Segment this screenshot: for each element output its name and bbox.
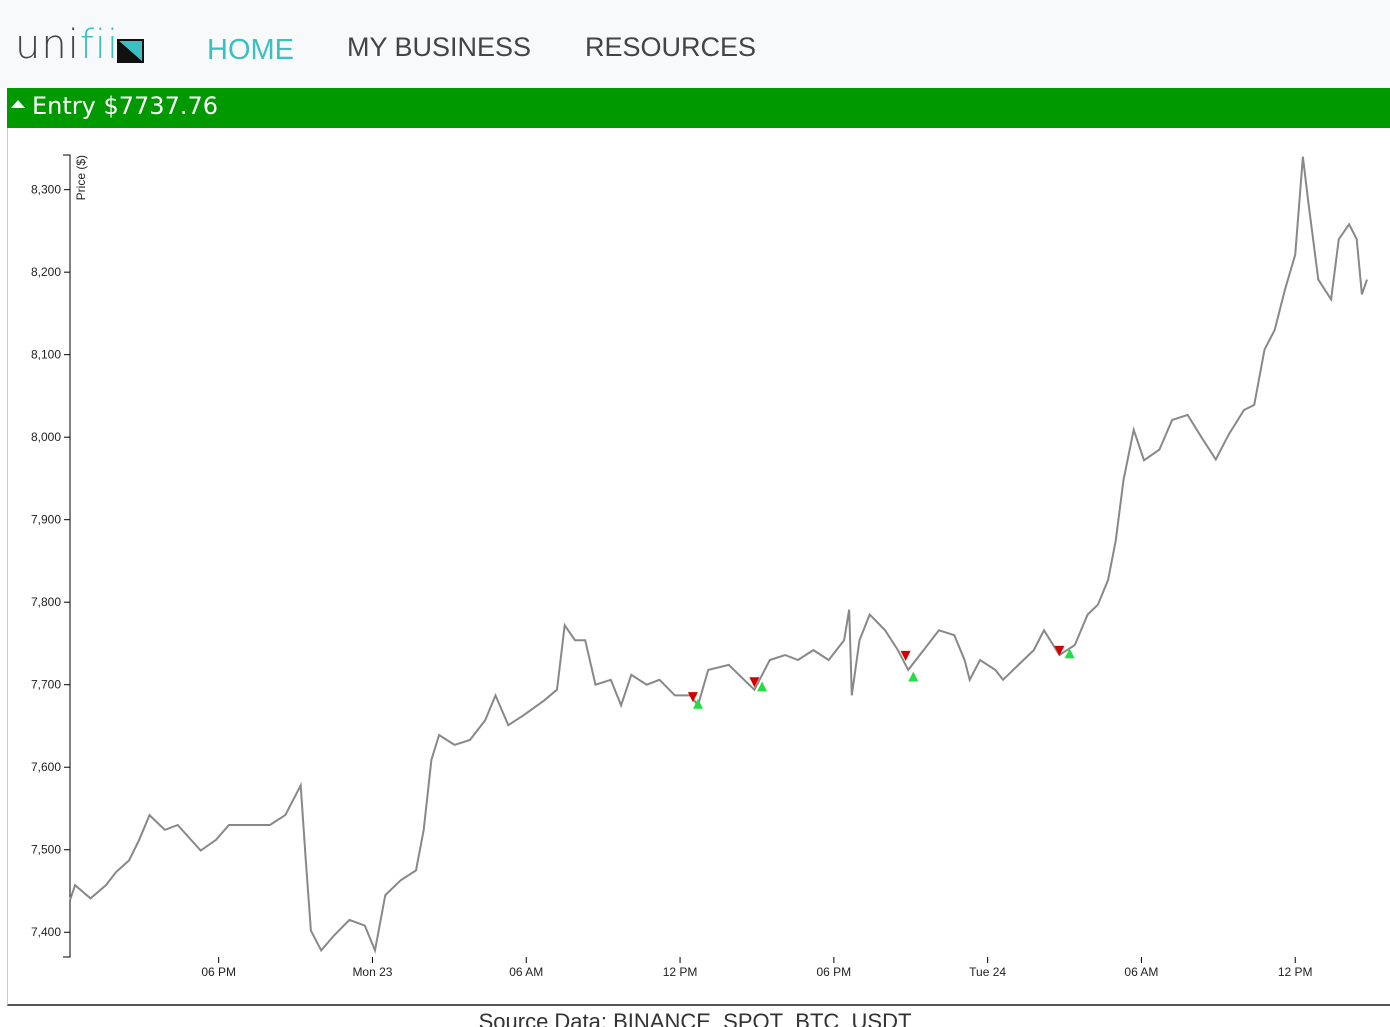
logo-right: fii bbox=[79, 22, 120, 68]
y-tick-label: 8,100 bbox=[31, 348, 61, 362]
navbar: unifii HOME MY BUSINESS RESOURCES bbox=[0, 0, 1390, 88]
y-tick-label: 8,200 bbox=[31, 265, 61, 279]
logo-icon bbox=[117, 39, 144, 63]
x-tick-label: 06 AM bbox=[509, 965, 543, 979]
nav-resources[interactable]: RESOURCES bbox=[585, 32, 757, 62]
y-tick-label: 7,400 bbox=[31, 925, 61, 939]
x-tick-label: 06 AM bbox=[1124, 965, 1158, 979]
y-tick-label: 8,300 bbox=[31, 183, 61, 197]
y-tick-label: 7,500 bbox=[31, 843, 61, 857]
x-tick-label: Tue 24 bbox=[969, 965, 1006, 979]
entry-banner[interactable]: Entry $7737.76 bbox=[7, 88, 1390, 128]
nav-business[interactable]: MY BUSINESS bbox=[347, 32, 532, 62]
y-tick-label: 7,800 bbox=[31, 595, 61, 609]
y-tick-label: 8,000 bbox=[31, 430, 61, 444]
source-text: Source Data: BINANCE_SPOT_BTC_USDT bbox=[478, 1009, 912, 1027]
y-axis bbox=[63, 154, 71, 958]
y-tick-label: 7,900 bbox=[31, 513, 61, 527]
logo-left: uni bbox=[15, 22, 80, 68]
buy-marker bbox=[757, 681, 768, 692]
x-tick-label: 12 PM bbox=[1278, 965, 1313, 979]
x-tick-label: Mon 23 bbox=[352, 965, 392, 979]
nav-home[interactable]: HOME bbox=[207, 34, 294, 66]
entry-text: Entry $7737.76 bbox=[32, 92, 218, 120]
chart-panel bbox=[7, 128, 1390, 1006]
sell-marker bbox=[749, 677, 760, 688]
logo[interactable]: unifii bbox=[15, 22, 119, 68]
chart: 7,400 7,500 7,600 7,700 7,800 7,900 8,000 8,100… bbox=[31, 154, 1368, 979]
x-tick-label: 06 PM bbox=[201, 965, 236, 979]
sell-marker bbox=[687, 692, 698, 703]
y-axis-label: Price ($) bbox=[74, 155, 88, 200]
x-tick-label: 12 PM bbox=[663, 965, 698, 979]
buy-marker bbox=[908, 671, 919, 682]
sell-marker bbox=[1054, 645, 1065, 656]
price-line bbox=[69, 156, 1368, 954]
x-tick-label: 06 PM bbox=[817, 965, 852, 979]
y-tick-label: 7,700 bbox=[31, 678, 61, 692]
buy-marker bbox=[1064, 648, 1075, 659]
sell-marker bbox=[900, 650, 911, 661]
caret-up bbox=[11, 100, 25, 108]
buy-marker bbox=[692, 698, 703, 709]
y-tick-label: 7,600 bbox=[31, 760, 61, 774]
